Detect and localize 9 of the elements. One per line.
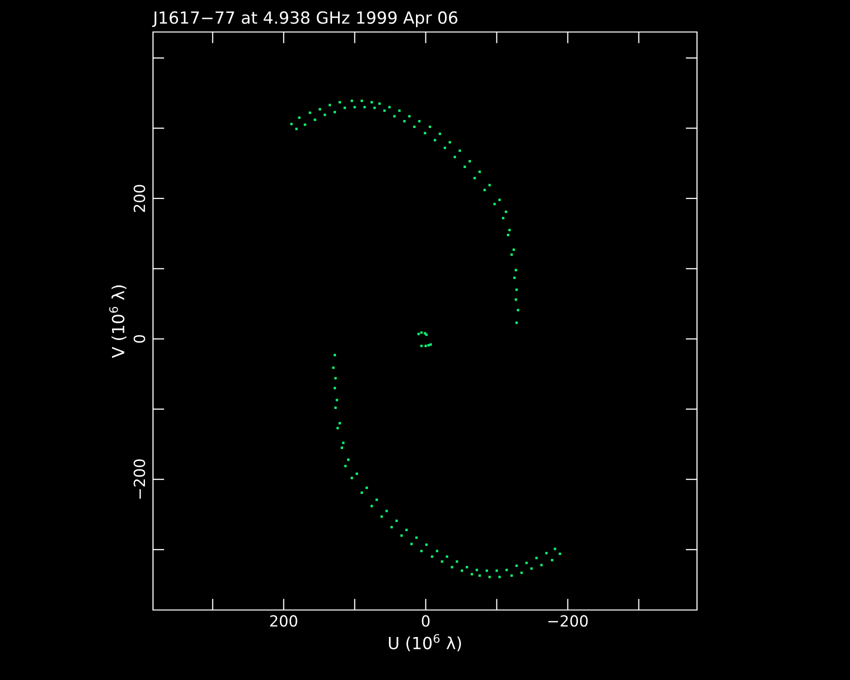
x-tick-label: 200	[270, 615, 298, 627]
y-tick-label: 0	[134, 335, 146, 343]
chart-title: J1617−77 at 4.938 GHz 1999 Apr 06	[152, 11, 458, 28]
x-axis-title: U (10$^{6}$ λ)	[388, 634, 461, 652]
y-axis-title: V (10$^{6}$ λ)	[109, 285, 126, 358]
y-tick-label: 200	[134, 184, 146, 212]
x-tick-label: −200	[548, 615, 588, 627]
x-tick-label: 0	[422, 615, 430, 627]
y-tick-label: −200	[134, 459, 146, 499]
